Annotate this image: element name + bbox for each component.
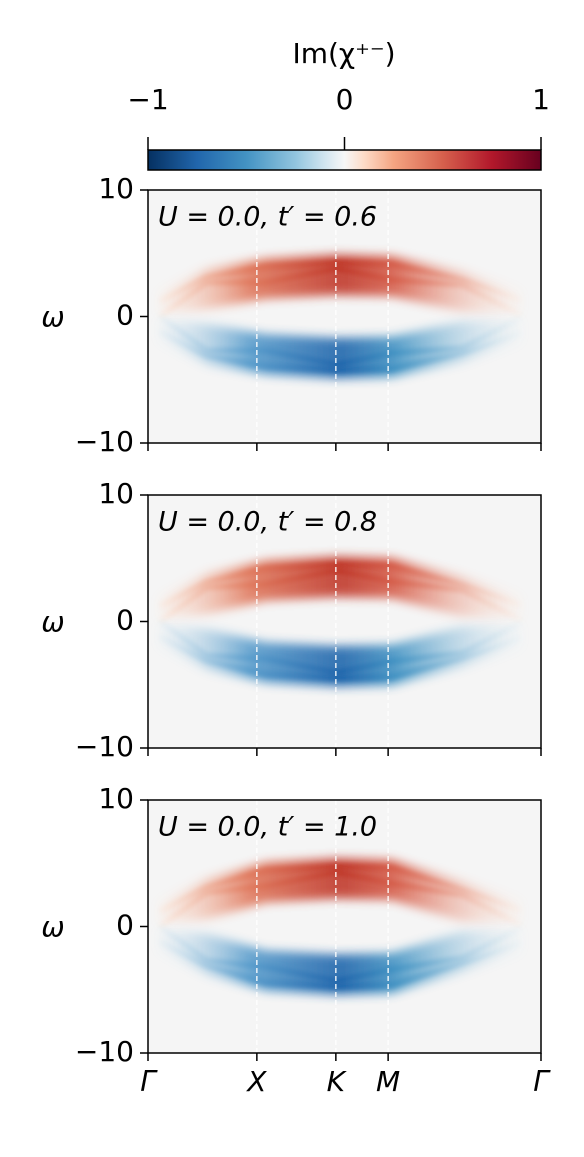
x-tick-label: X — [245, 1065, 267, 1098]
y-tick-label: 0 — [116, 604, 134, 637]
spectral-line — [158, 924, 523, 984]
heatmap — [158, 254, 523, 379]
heatmap — [158, 858, 523, 995]
spectral-line — [158, 562, 523, 609]
y-tick-label: 10 — [98, 477, 134, 510]
y-axis-label: ω — [41, 606, 64, 639]
colorbar-tick-label: 0 — [336, 83, 354, 116]
colorbar-tick-label: 1 — [532, 83, 550, 116]
x-tick-label: K — [327, 1065, 348, 1098]
plot-background — [148, 190, 541, 443]
spectral-line — [158, 260, 523, 304]
annotation: U = 0.0, t′ = 1.0 — [158, 812, 377, 843]
y-tick-label: 0 — [116, 909, 134, 942]
spectral-line — [158, 619, 523, 676]
spectral-line — [158, 864, 523, 914]
y-tick-label: −10 — [75, 730, 134, 763]
spectral-line — [158, 634, 523, 681]
y-axis-label: ω — [41, 911, 64, 944]
x-tick-label: Γ — [533, 1065, 551, 1098]
spectral-line — [158, 329, 523, 373]
spectral-line — [158, 939, 523, 989]
x-tick-label: M — [376, 1065, 400, 1098]
y-tick-label: −10 — [75, 425, 134, 458]
spectral-line — [158, 314, 523, 368]
colorbar-label: Im(χ⁺⁻) — [292, 37, 395, 70]
spectral-line — [158, 567, 523, 624]
annotation: U = 0.0, t′ = 0.6 — [158, 202, 377, 233]
y-axis-label: ω — [41, 301, 64, 334]
heatmap — [158, 556, 523, 687]
plot-background — [148, 495, 541, 748]
y-tick-label: 10 — [98, 172, 134, 205]
y-tick-label: −10 — [75, 1035, 134, 1068]
colorbar-tick-label: −1 — [127, 83, 168, 116]
plot-background — [148, 800, 541, 1053]
x-tick-label: Γ — [140, 1065, 158, 1098]
spectral-line — [158, 869, 523, 929]
colorbar — [147, 149, 542, 171]
y-tick-label: 10 — [98, 782, 134, 815]
y-tick-label: 0 — [116, 299, 134, 332]
spectral-line — [158, 265, 523, 319]
annotation: U = 0.0, t′ = 0.8 — [158, 507, 377, 538]
